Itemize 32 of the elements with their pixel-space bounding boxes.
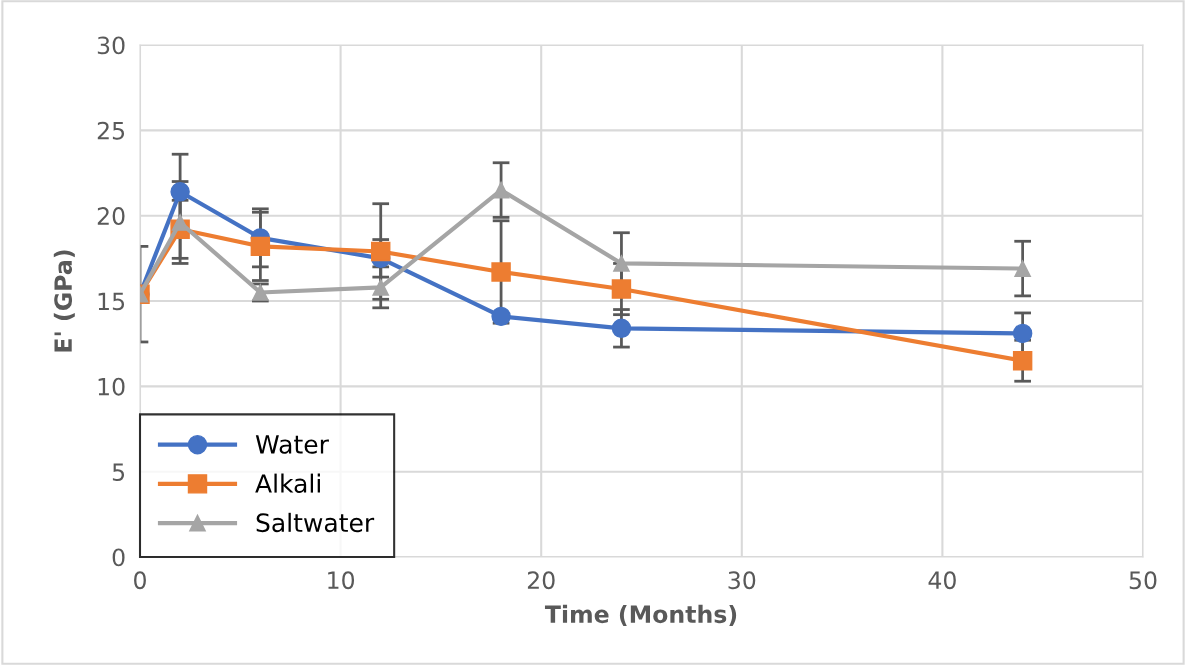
y-tick-label: 10 — [98, 377, 125, 396]
point — [370, 241, 391, 262]
y-tick-label: 30 — [97, 36, 125, 55]
y-tick-label: 15 — [98, 292, 125, 311]
legend-label: Alkali — [255, 473, 320, 493]
x-axis-title: Time (Months) — [544, 604, 737, 626]
x-tick-label: 30 — [728, 571, 756, 590]
point — [491, 306, 511, 327]
y-tick-label: 5 — [112, 463, 125, 481]
x-tick-label: 10 — [328, 571, 355, 590]
y-axis-title: E' (GPa) — [53, 250, 75, 352]
point — [171, 214, 189, 231]
y-tick-label: 0 — [112, 548, 125, 567]
point — [1012, 323, 1033, 344]
point — [1014, 260, 1031, 277]
point — [491, 262, 511, 282]
point — [1012, 351, 1033, 371]
legend-label: Water — [255, 435, 329, 454]
x-tick-label: 20 — [527, 571, 555, 590]
point — [611, 279, 632, 299]
y-tick-label: 20 — [97, 207, 125, 225]
point — [250, 236, 271, 257]
point — [611, 318, 632, 339]
x-tick-label: 50 — [1129, 571, 1157, 590]
point — [492, 181, 510, 199]
y-tick-label: 25 — [97, 121, 125, 140]
point — [170, 182, 190, 202]
point — [613, 255, 630, 272]
x-tick-label: 0 — [134, 571, 146, 590]
x-tick-label: 40 — [928, 571, 956, 590]
point — [372, 279, 390, 296]
legend-label: Saltwater — [256, 512, 375, 533]
